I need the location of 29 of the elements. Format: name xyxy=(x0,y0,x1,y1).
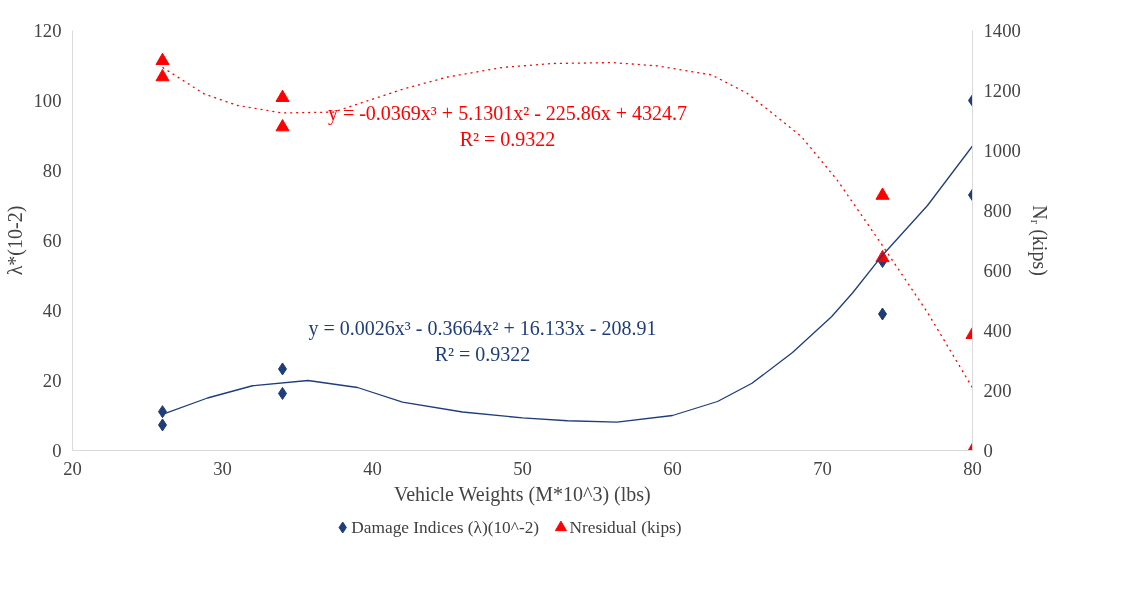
annotation: y = -0.0369x³ + 5.1301x² - 225.86x + 4324.7 R² = 0.9322 xyxy=(327,102,688,151)
y-tick-label: 80 xyxy=(42,160,62,181)
legend-label: Damage Indices (λ)(10^-2) xyxy=(351,518,540,537)
y-axis-title: λ*(10-2) xyxy=(3,205,27,276)
y-tick-label: 0 xyxy=(52,440,62,461)
y2-tick-label: 800 xyxy=(983,200,1012,221)
y2-tick-label: 1400 xyxy=(983,20,1021,41)
x-tick-label: 80 xyxy=(963,457,982,479)
x-tick-label: 50 xyxy=(513,457,532,479)
y2-tick-label: 0 xyxy=(983,440,993,461)
x-tick-label: 30 xyxy=(213,457,232,479)
y2-tick-label: 200 xyxy=(983,380,1012,401)
y-tick-label: 40 xyxy=(42,300,62,321)
y2-tick-label: 1000 xyxy=(983,140,1021,161)
y2-axis-title: Nᵣ (kips) xyxy=(1027,205,1051,276)
y2-tick-label: 600 xyxy=(983,260,1012,281)
y-tick-label: 100 xyxy=(33,90,62,111)
legend-label: Nresidual (kips) xyxy=(569,518,682,537)
x-tick-label: 40 xyxy=(363,457,382,479)
x-axis-title: Vehicle Weights (M*10^3) (lbs) xyxy=(393,482,651,506)
y2-tick-label: 1200 xyxy=(983,80,1021,101)
y-tick-label: 20 xyxy=(42,370,62,391)
x-tick-label: 60 xyxy=(663,457,682,479)
y-tick-label: 60 xyxy=(42,230,62,251)
y-tick-label: 120 xyxy=(33,20,62,41)
x-tick-label: 20 xyxy=(63,457,82,479)
y2-tick-label: 400 xyxy=(983,320,1012,341)
annotation: y = 0.0026x³ - 0.3664x² + 16.133x - 208.91 R² = 0.9322 xyxy=(308,317,657,366)
x-tick-label: 70 xyxy=(813,457,832,479)
